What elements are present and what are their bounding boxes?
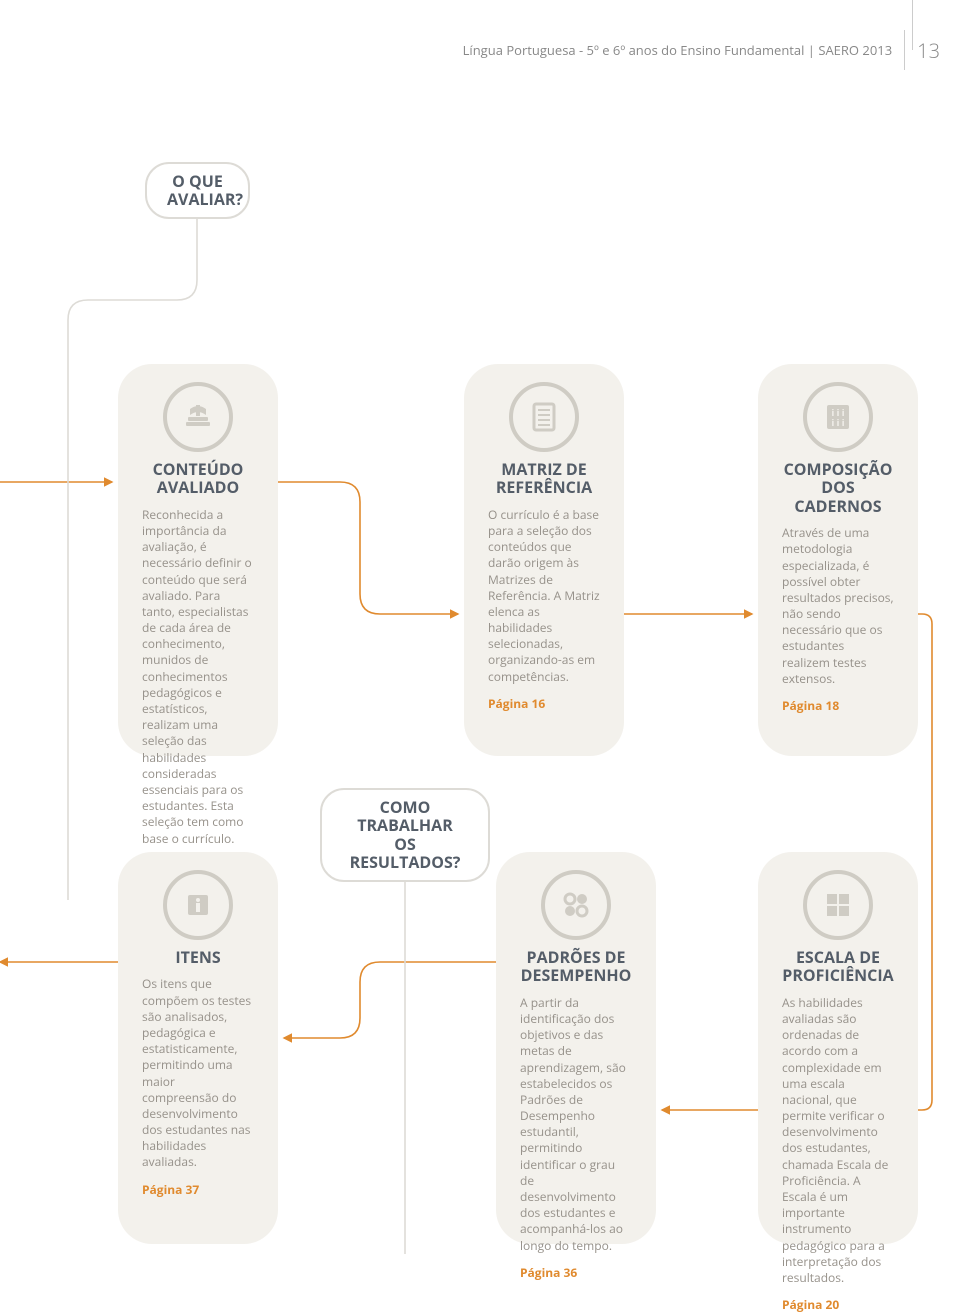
card-title-line2: PROFICIÊNCIA [782, 966, 894, 984]
card-title-line2: AVALIADO [142, 478, 254, 496]
question-bubble-q1: O QUEAVALIAR? [145, 162, 250, 219]
connector-p3 [918, 614, 932, 1110]
card-page-reference: Página 18 [782, 697, 894, 714]
card-body: Reconhecida a importância da avaliação, … [142, 507, 254, 847]
header-divider [904, 30, 905, 70]
card-body: A partir da identificação dos objetivos … [520, 995, 632, 1254]
card-title: ITENS [142, 948, 254, 966]
card-title-line1: COMPOSIÇÃO DOS [782, 460, 894, 497]
grid-square-icon [803, 870, 873, 940]
connector-p1 [278, 482, 458, 614]
card-title: CONTEÚDOAVALIADO [142, 460, 254, 497]
book-iii-icon: i i ii i i [803, 382, 873, 452]
card-c3-cadernos: i i ii i i COMPOSIÇÃO DOSCADERNOS Através … [758, 364, 918, 756]
connector-p5 [284, 962, 496, 1038]
card-c6-escala: ESCALA DEPROFICIÊNCIAAs habilidades aval… [758, 852, 918, 1244]
card-page-reference: Página 37 [142, 1181, 254, 1198]
card-page-reference: Página 36 [520, 1264, 632, 1281]
card-body: Os itens que compõem os testes são anali… [142, 976, 254, 1170]
card-title: MATRIZ DEREFERÊNCIA [488, 460, 600, 497]
card-title: PADRÕES DEDESEMPENHO [520, 948, 632, 985]
bubble-line2: OS RESULTADOS? [342, 835, 468, 872]
bubble-line2: AVALIAR? [167, 190, 228, 208]
card-c1-conteudo: CONTEÚDOAVALIADOReconhecida a importânci… [118, 364, 278, 756]
stack-book-icon [163, 382, 233, 452]
info-square-icon [163, 870, 233, 940]
card-page-reference: Página 20 [782, 1296, 894, 1313]
card-title: COMPOSIÇÃO DOSCADERNOS [782, 460, 894, 515]
card-c2-matriz: MATRIZ DEREFERÊNCIA O currículo é a base … [464, 364, 624, 756]
card-title-line2: REFERÊNCIA [488, 478, 600, 496]
card-title-line2: CADERNOS [782, 497, 894, 515]
card-title-line2: DESEMPENHO [520, 966, 632, 984]
header-text: Língua Portuguesa - 5º e 6º anos do Ensi… [463, 41, 893, 59]
bubble-line1: COMO TRABALHAR [342, 798, 468, 835]
card-c5-padroes: PADRÕES DEDESEMPENHOA partir da identifi… [496, 852, 656, 1244]
card-c4-itens: ITENS Os itens que compõem os testes são … [118, 852, 278, 1244]
page-number: 13 [917, 37, 940, 64]
dots-circle-icon [541, 870, 611, 940]
card-body: As habilidades avaliadas são ordenadas d… [782, 995, 894, 1286]
question-bubble-q2: COMO TRABALHAROS RESULTADOS? [320, 788, 490, 882]
card-page-reference: Página 16 [488, 695, 600, 712]
card-body: Através de uma metodologia especializada… [782, 525, 894, 687]
svg-text:i i i: i i i [832, 416, 845, 429]
list-doc-icon [509, 382, 579, 452]
card-body: O currículo é a base para a seleção dos … [488, 507, 600, 685]
card-title-line1: ITENS [142, 948, 254, 966]
page-header: Língua Portuguesa - 5º e 6º anos do Ensi… [463, 30, 940, 70]
card-title: ESCALA DEPROFICIÊNCIA [782, 948, 894, 985]
